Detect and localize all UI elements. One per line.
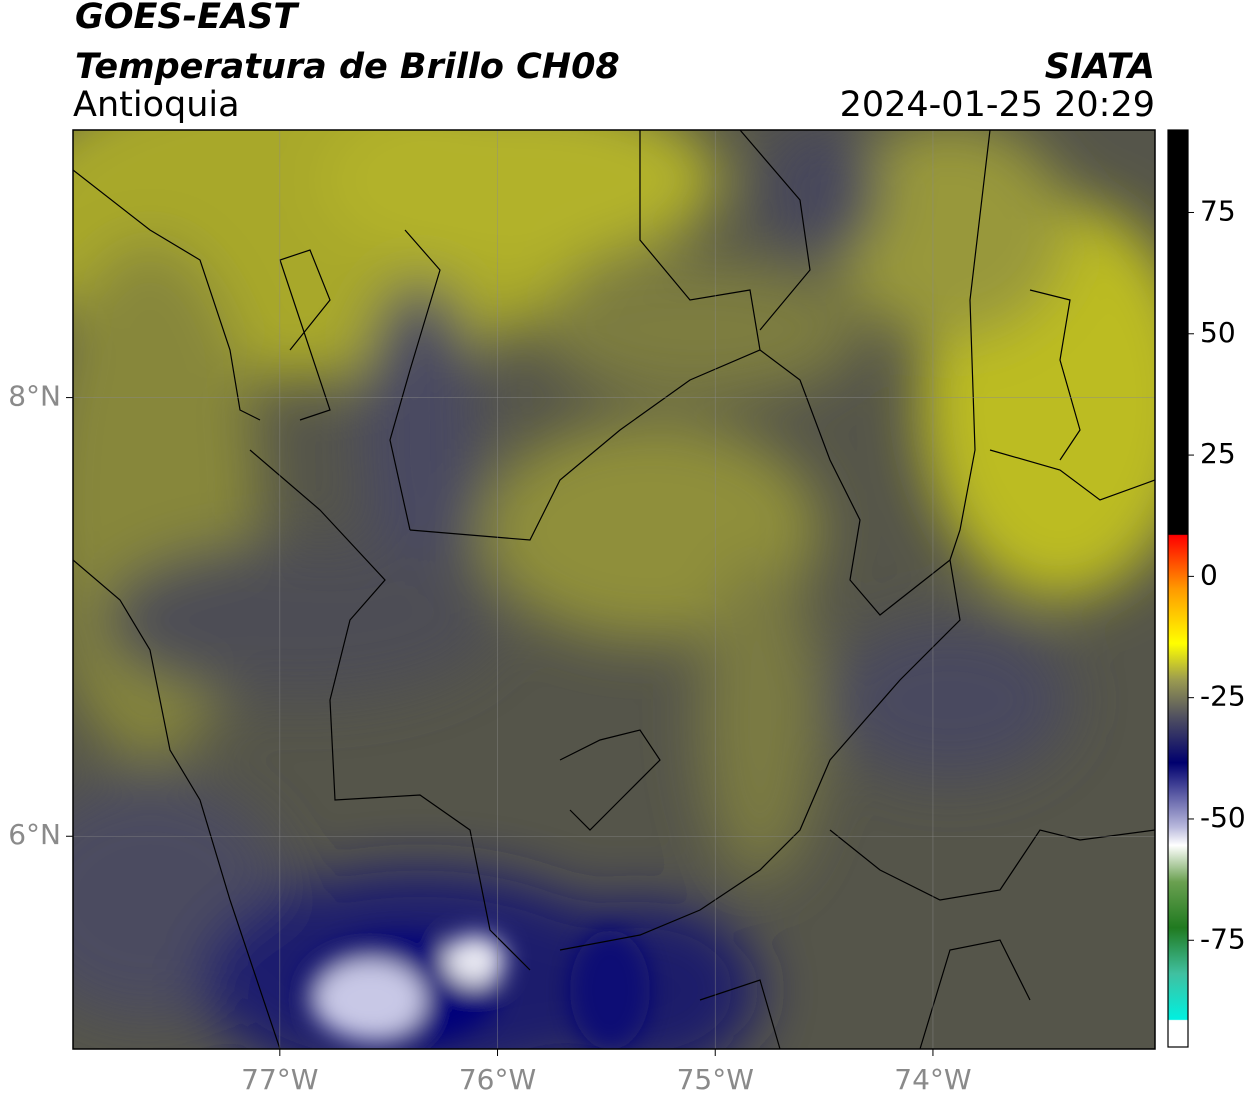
colorbar-tick-label: -75: [1200, 922, 1246, 955]
colorbar-tick-label: 50: [1200, 316, 1236, 349]
x-tick-label: 74°W: [894, 1063, 971, 1096]
x-tick-label: 75°W: [677, 1063, 754, 1096]
subtitle: Temperatura de Brillo CH08: [75, 47, 620, 87]
borders: [73, 130, 1155, 1049]
source: SIATA: [1045, 47, 1155, 87]
colorbar: [1167, 129, 1189, 1048]
region: Antioquia: [73, 85, 240, 125]
satellite-image: [73, 130, 1155, 1049]
y-tick-label: 6°N: [8, 818, 61, 851]
x-tick-label: 77°W: [241, 1063, 318, 1096]
colorbar-tick-label: -50: [1200, 801, 1246, 834]
colorbar-tick-label: 25: [1200, 437, 1236, 470]
timestamp: 2024-01-25 20:29: [840, 85, 1155, 125]
map-frame: [72, 129, 1156, 1050]
y-tick-label: 8°N: [8, 380, 61, 413]
colorbar-tick-label: 0: [1200, 558, 1218, 591]
colorbar-tick-label: 75: [1200, 194, 1236, 227]
x-tick-label: 76°W: [459, 1063, 536, 1096]
grid: [73, 130, 1155, 1049]
colorbar-tick-label: -25: [1200, 680, 1246, 713]
title: GOES-EAST: [75, 0, 300, 37]
